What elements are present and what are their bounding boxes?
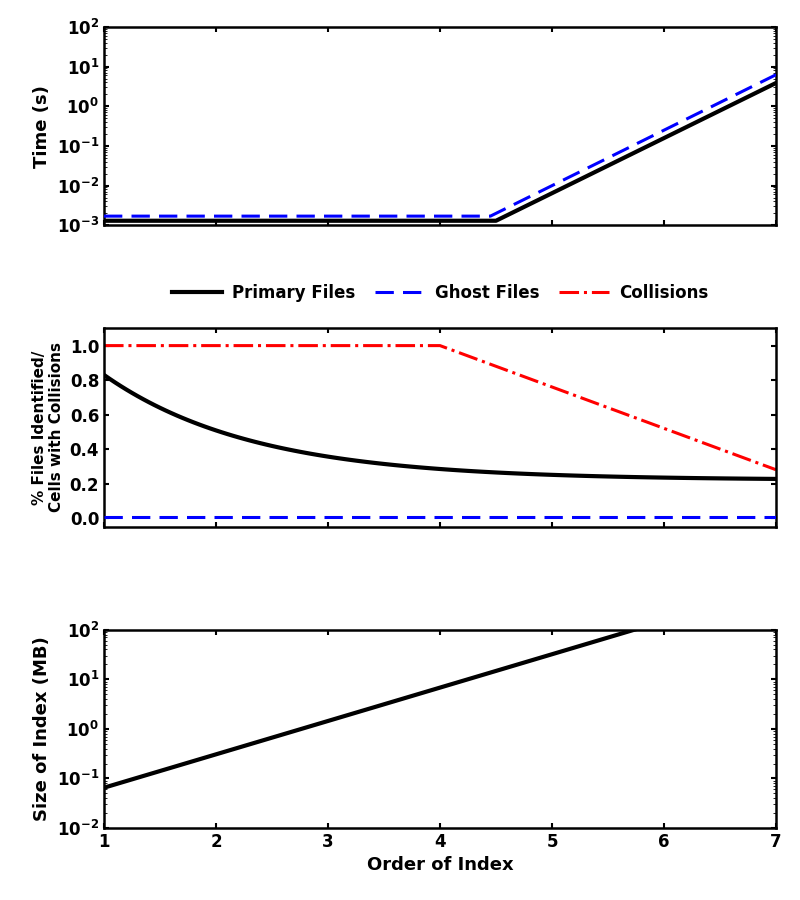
Y-axis label: Time (s): Time (s) <box>34 85 51 167</box>
Y-axis label: Size of Index (MB): Size of Index (MB) <box>34 636 51 821</box>
Y-axis label: % Files Identified/
Cells with Collisions: % Files Identified/ Cells with Collision… <box>32 343 64 512</box>
X-axis label: Order of Index: Order of Index <box>366 857 514 875</box>
Legend: Primary Files, Ghost Files, Collisions: Primary Files, Ghost Files, Collisions <box>165 277 715 309</box>
